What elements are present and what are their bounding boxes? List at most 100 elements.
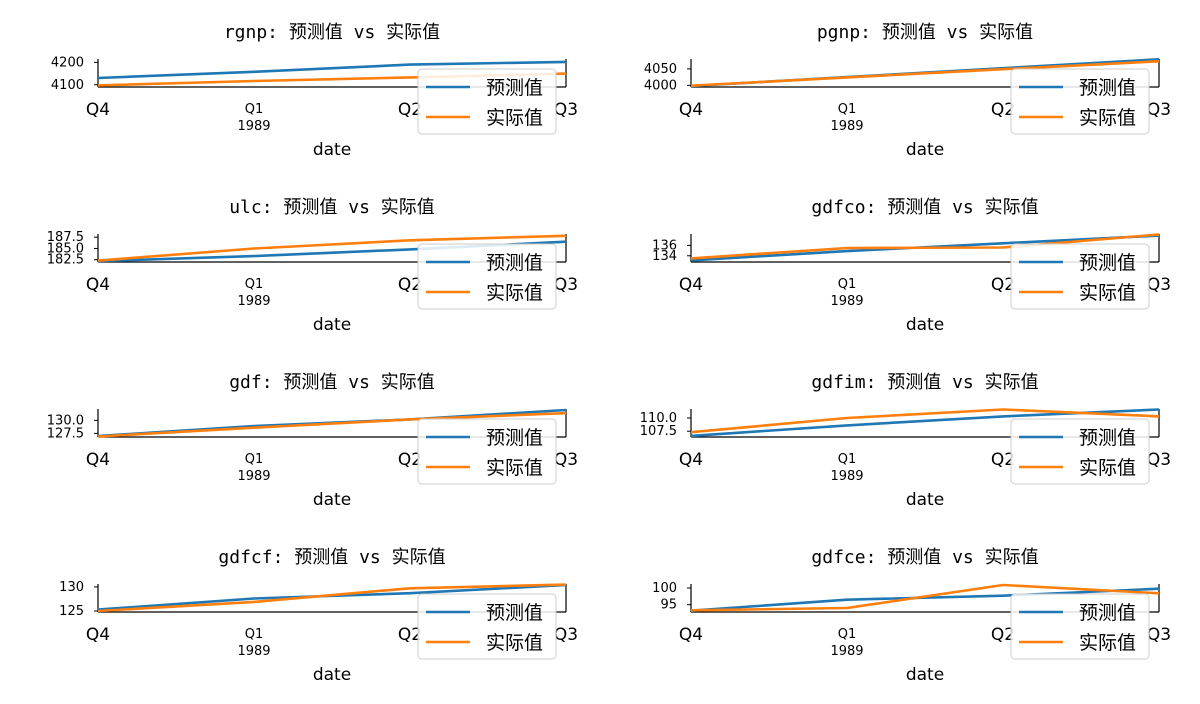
x-tick-label: Q4	[679, 450, 703, 470]
chart-panel-7: gdfcf: 预测值 vs 实际值 125 130 Q4 Q1 1989 Q2 Q3 date 预…	[59, 547, 578, 685]
x-tick-sublabel: 1989	[830, 469, 863, 484]
chart-title: rgnp: 预测值 vs 实际值	[224, 22, 440, 43]
y-tick-label: 130.0	[47, 413, 84, 428]
series-line	[690, 408, 1160, 434]
y-tick-label: 187.5	[47, 230, 84, 245]
x-tick-label: Q2	[991, 450, 1015, 470]
x-tick-label: Q4	[679, 100, 703, 120]
chart-title: gdfce: 预测值 vs 实际值	[811, 547, 1038, 568]
legend-label: 预测值	[1079, 252, 1136, 274]
x-axis-label: date	[313, 140, 351, 160]
y-tick-label: 134	[652, 249, 677, 264]
series-line	[97, 60, 567, 80]
chart-panel-8: gdfce: 预测值 vs 实际值 95 100 Q4 Q1 1989 Q2 Q3 date 预测…	[652, 547, 1171, 685]
legend-label: 预测值	[1079, 77, 1136, 99]
legend-label: 实际值	[486, 632, 543, 654]
legend-label: 预测值	[486, 427, 543, 449]
x-tick-label: Q1	[838, 627, 857, 642]
y-tick-label: 4100	[51, 78, 84, 93]
x-tick-label: Q4	[86, 275, 110, 295]
x-tick-label: Q1	[245, 627, 264, 642]
x-tick-label: Q4	[679, 275, 703, 295]
y-tick-label: 185.0	[47, 241, 84, 256]
y-tick-label: 136	[652, 238, 677, 253]
x-tick-label: Q2	[398, 275, 422, 295]
x-tick-label: Q3	[1147, 275, 1171, 295]
legend-label: 预测值	[486, 252, 543, 274]
x-tick-label: Q1	[838, 277, 857, 292]
legend-label: 实际值	[1079, 632, 1136, 654]
chart-title: gdfcf: 预测值 vs 实际值	[218, 547, 445, 568]
x-tick-label: Q3	[554, 100, 578, 120]
x-tick-label: Q1	[245, 277, 264, 292]
chart-title: gdfim: 预测值 vs 实际值	[811, 372, 1038, 393]
x-tick-label: Q2	[991, 275, 1015, 295]
x-tick-label: Q4	[86, 100, 110, 120]
x-tick-sublabel: 1989	[237, 644, 270, 659]
series-line	[690, 60, 1160, 87]
x-tick-label: Q1	[245, 452, 264, 467]
chart-title: pgnp: 预测值 vs 实际值	[817, 22, 1033, 43]
y-tick-label: 4050	[644, 62, 677, 77]
x-axis-label: date	[906, 315, 944, 335]
x-tick-label: Q2	[398, 450, 422, 470]
x-axis-label: date	[906, 140, 944, 160]
series-line	[97, 411, 567, 438]
x-tick-label: Q1	[838, 452, 857, 467]
x-tick-label: Q3	[554, 275, 578, 295]
x-tick-sublabel: 1989	[830, 119, 863, 134]
y-tick-label: 110.0	[640, 411, 677, 426]
x-tick-label: Q3	[1147, 450, 1171, 470]
legend-label: 预测值	[1079, 427, 1136, 449]
chart-title: gdfco: 预测值 vs 实际值	[811, 197, 1038, 218]
legend-label: 实际值	[1079, 282, 1136, 304]
y-tick-label: 4000	[644, 78, 677, 93]
y-tick-label: 125	[59, 604, 84, 619]
y-tick-label: 127.5	[47, 426, 84, 441]
x-axis-label: date	[906, 490, 944, 510]
y-tick-label: 100	[652, 581, 677, 596]
chart-title: gdf: 预测值 vs 实际值	[229, 372, 435, 393]
legend-label: 预测值	[486, 602, 543, 624]
series-line	[97, 234, 567, 262]
legend-label: 实际值	[1079, 107, 1136, 129]
x-tick-label: Q3	[554, 450, 578, 470]
x-tick-label: Q1	[838, 102, 857, 117]
x-tick-label: Q1	[245, 102, 264, 117]
x-tick-label: Q4	[86, 450, 110, 470]
legend-label: 实际值	[486, 107, 543, 129]
legend-label: 实际值	[486, 282, 543, 304]
x-tick-label: Q3	[1147, 100, 1171, 120]
y-tick-label: 107.5	[640, 424, 677, 439]
x-tick-label: Q2	[398, 625, 422, 645]
x-axis-label: date	[313, 665, 351, 685]
x-axis-label: date	[313, 490, 351, 510]
x-tick-sublabel: 1989	[830, 294, 863, 309]
x-tick-label: Q3	[1147, 625, 1171, 645]
x-axis-label: date	[313, 315, 351, 335]
legend-label: 预测值	[1079, 602, 1136, 624]
x-tick-label: Q2	[991, 100, 1015, 120]
legend-label: 预测值	[486, 77, 543, 99]
x-tick-sublabel: 1989	[237, 119, 270, 134]
chart-title: ulc: 预测值 vs 实际值	[229, 197, 435, 218]
x-axis-label: date	[906, 665, 944, 685]
y-tick-label: 4200	[51, 55, 84, 70]
x-tick-sublabel: 1989	[237, 469, 270, 484]
y-tick-label: 95	[660, 598, 677, 613]
legend-label: 实际值	[1079, 457, 1136, 479]
y-tick-label: 130	[59, 580, 84, 595]
